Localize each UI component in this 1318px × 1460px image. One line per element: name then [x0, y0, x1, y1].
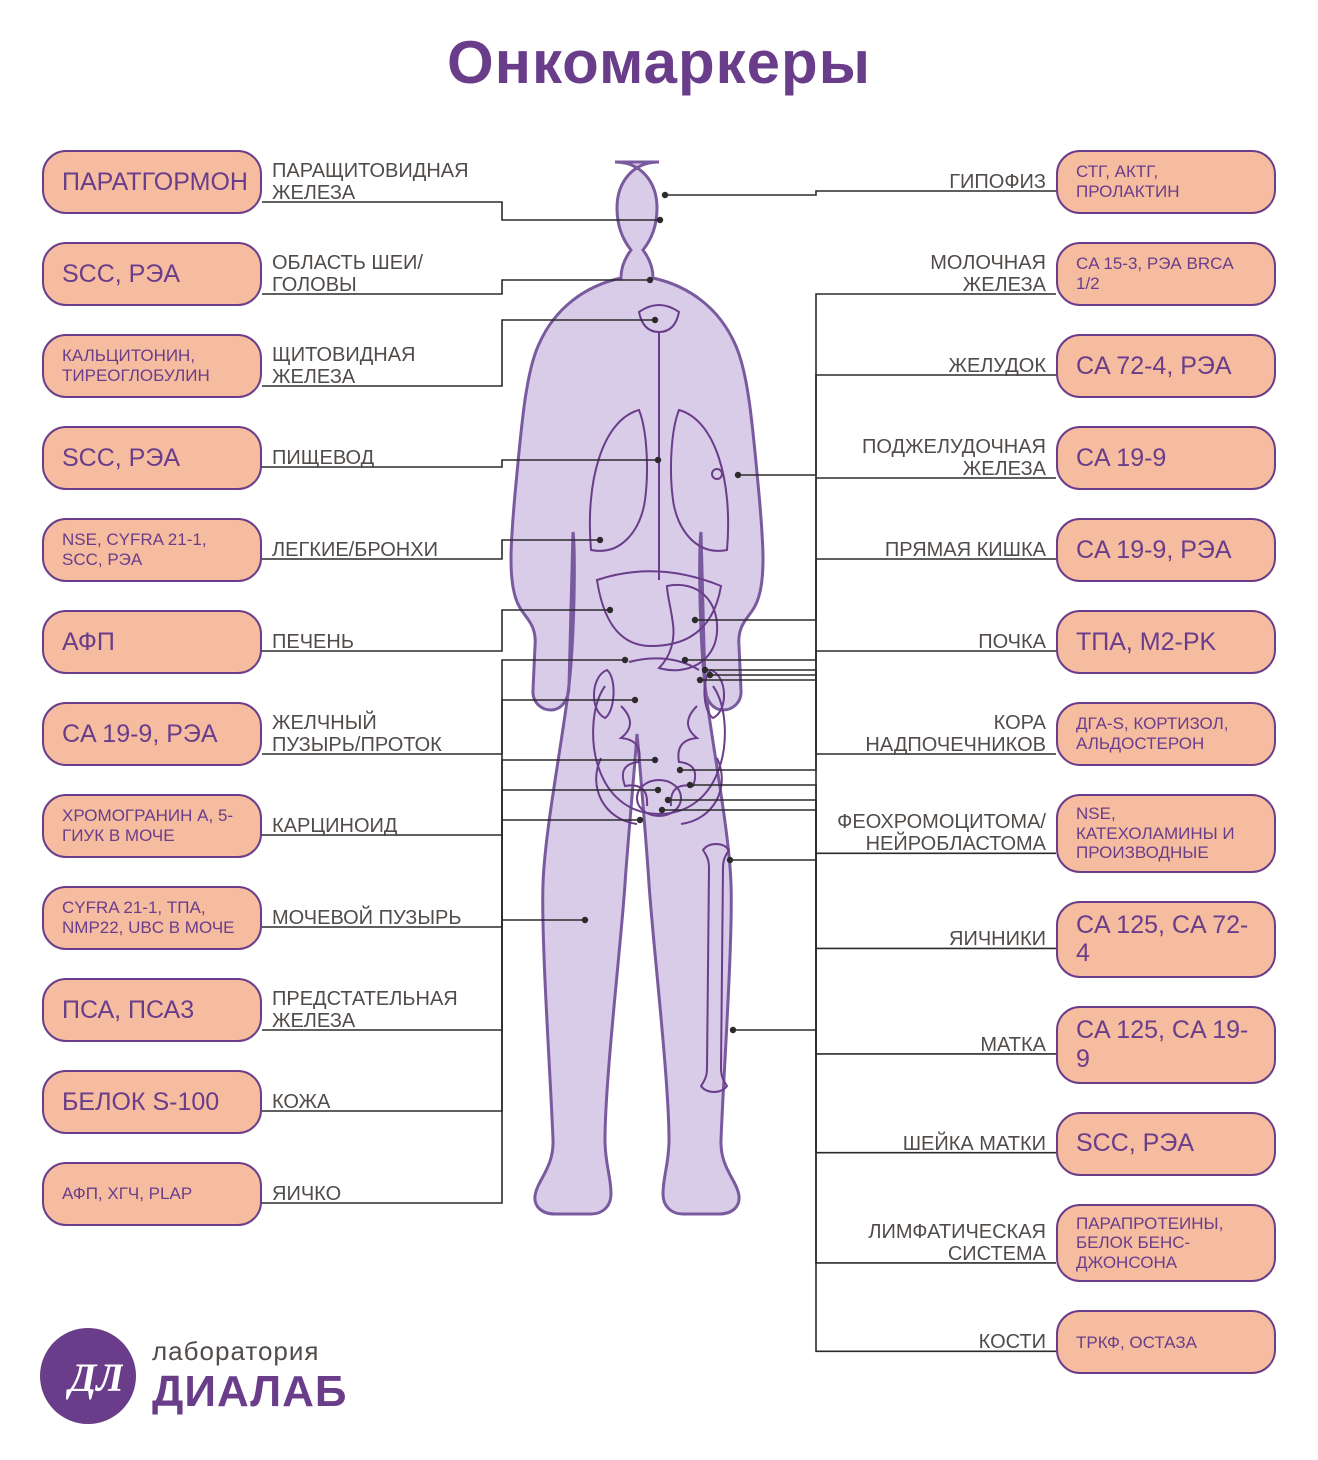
marker-pill: КАЛЬЦИТОНИН, ТИРЕОГЛОБУЛИН [42, 334, 262, 398]
left-row: ПАРАТГОРМОНПАРАЩИТОВИДНАЯ ЖЕЛЕЗА [42, 150, 472, 214]
marker-pill: SCC, РЭА [1056, 1112, 1276, 1176]
right-row: CA 125, CA 19-9МАТКА [846, 1006, 1276, 1084]
organ-label: ПЕЧЕНЬ [262, 631, 472, 653]
left-row: АФП, ХГЧ, PLAPЯИЧКО [42, 1162, 472, 1226]
organ-label: ПРЕДСТАТЕЛЬНАЯ ЖЕЛЕЗА [262, 988, 472, 1032]
organ-label: ПОЧКА [846, 631, 1056, 653]
organ-label: ШЕЙКА МАТКИ [846, 1133, 1056, 1155]
marker-pill: CA 125, CA 72-4 [1056, 901, 1276, 979]
marker-pill: CYFRA 21-1, ТПА, NMP22, UBC В МОЧЕ [42, 886, 262, 950]
svg-text:ДЛ: ДЛ [65, 1355, 123, 1400]
left-row: SCC, РЭАПИЩЕВОД [42, 426, 472, 490]
right-row: ДГА-S, КОРТИЗОЛ, АЛЬДОСТЕРОНКОРА НАДПОЧЕ… [846, 702, 1276, 766]
organ-label: ЖЕЛУДОК [846, 355, 1056, 377]
marker-pill: SCC, РЭА [42, 242, 262, 306]
marker-pill: ТРКФ, ОСТАЗА [1056, 1310, 1276, 1374]
marker-pill: БЕЛОК S-100 [42, 1070, 262, 1134]
left-row: БЕЛОК S-100КОЖА [42, 1070, 472, 1134]
marker-pill: CA 125, CA 19-9 [1056, 1006, 1276, 1084]
organ-label: ПАРАЩИТОВИДНАЯ ЖЕЛЕЗА [262, 160, 479, 204]
left-row: NSE, CYFRA 21-1, SCC, РЭАЛЕГКИЕ/БРОНХИ [42, 518, 472, 582]
marker-pill: SCC, РЭА [42, 426, 262, 490]
organ-label: ЛЕГКИЕ/БРОНХИ [262, 539, 472, 561]
organ-label: ПРЯМАЯ КИШКА [846, 539, 1056, 561]
marker-pill: CA 15-3, РЭА BRCA 1/2 [1056, 242, 1276, 306]
organ-label: МАТКА [846, 1034, 1056, 1056]
marker-pill: CA 19-9 [1056, 426, 1276, 490]
marker-pill: ПАРАТГОРМОН [42, 150, 262, 214]
organ-label: ЛИМФАТИЧЕСКАЯ СИСТЕМА [846, 1221, 1056, 1265]
right-row: CA 125, CA 72-4ЯИЧНИКИ [846, 901, 1276, 979]
marker-pill: NSE, CYFRA 21-1, SCC, РЭА [42, 518, 262, 582]
right-row: CA 19-9ПОДЖЕЛУДОЧНАЯ ЖЕЛЕЗА [846, 426, 1276, 490]
marker-pill: ХРОМОГРАНИН А, 5-ГИУК В МОЧЕ [42, 794, 262, 858]
left-row: CYFRA 21-1, ТПА, NMP22, UBC В МОЧЕМОЧЕВО… [42, 886, 472, 950]
organ-label: ЯИЧКО [262, 1183, 472, 1205]
marker-pill: ПАРАПРОТЕИНЫ, БЕЛОК БЕНС-ДЖОНСОНА [1056, 1204, 1276, 1283]
organ-label: МОЧЕВОЙ ПУЗЫРЬ [262, 907, 472, 929]
left-row: SCC, РЭАОБЛАСТЬ ШЕИ/ГОЛОВЫ [42, 242, 472, 306]
organ-label: КОЖА [262, 1091, 472, 1113]
organ-label: КАРЦИНОИД [262, 815, 472, 837]
right-row: ТРКФ, ОСТАЗАКОСТИ [846, 1310, 1276, 1374]
left-row: АФППЕЧЕНЬ [42, 610, 472, 674]
left-row: КАЛЬЦИТОНИН, ТИРЕОГЛОБУЛИНЩИТОВИДНАЯ ЖЕЛ… [42, 334, 472, 398]
marker-pill: NSE, КАТЕХОЛАМИНЫ И ПРОИЗВОДНЫЕ [1056, 794, 1276, 873]
organ-label: ПОДЖЕЛУДОЧНАЯ ЖЕЛЕЗА [846, 436, 1056, 480]
organ-label: КОСТИ [846, 1331, 1056, 1353]
left-row: ХРОМОГРАНИН А, 5-ГИУК В МОЧЕКАРЦИНОИД [42, 794, 472, 858]
marker-pill: CA 19-9, РЭА [1056, 518, 1276, 582]
right-row: ПАРАПРОТЕИНЫ, БЕЛОК БЕНС-ДЖОНСОНАЛИМФАТИ… [846, 1204, 1276, 1283]
left-row: CA 19-9, РЭАЖЕЛЧНЫЙ ПУЗЫРЬ/ПРОТОК [42, 702, 472, 766]
left-column: ПАРАТГОРМОНПАРАЩИТОВИДНАЯ ЖЕЛЕЗА SCC, РЭА… [42, 150, 472, 1226]
right-row: CA 72-4, РЭАЖЕЛУДОК [846, 334, 1276, 398]
page-title: Онкомаркеры [0, 28, 1318, 97]
organ-label: КОРА НАДПОЧЕЧНИКОВ [846, 712, 1056, 756]
marker-pill: CA 19-9, РЭА [42, 702, 262, 766]
marker-pill: CA 72-4, РЭА [1056, 334, 1276, 398]
marker-pill: СТГ, АКТГ, ПРОЛАКТИН [1056, 150, 1276, 214]
organ-label: ЯИЧНИКИ [846, 928, 1056, 950]
marker-pill: ТПА, M2-PK [1056, 610, 1276, 674]
left-row: ПСА, ПСА3ПРЕДСТАТЕЛЬНАЯ ЖЕЛЕЗА [42, 978, 472, 1042]
logo-top-line: лаборатория [152, 1336, 348, 1367]
right-row: CA 15-3, РЭА BRCA 1/2МОЛОЧНАЯ ЖЕЛЕЗА [846, 242, 1276, 306]
organ-label: ЩИТОВИДНАЯ ЖЕЛЕЗА [262, 344, 472, 388]
organ-label: ПИЩЕВОД [262, 447, 472, 469]
organ-label: ОБЛАСТЬ ШЕИ/ГОЛОВЫ [262, 252, 472, 296]
organ-label: МОЛОЧНАЯ ЖЕЛЕЗА [846, 252, 1056, 296]
right-row: CA 19-9, РЭАПРЯМАЯ КИШКА [846, 518, 1276, 582]
marker-pill: ДГА-S, КОРТИЗОЛ, АЛЬДОСТЕРОН [1056, 702, 1276, 766]
organ-label: ГИПОФИЗ [846, 171, 1056, 193]
right-column: СТГ, АКТГ, ПРОЛАКТИНГИПОФИЗ CA 15-3, РЭА … [846, 150, 1276, 1374]
right-row: СТГ, АКТГ, ПРОЛАКТИНГИПОФИЗ [846, 150, 1276, 214]
organ-label: ФЕОХРОМОЦИТОМА/ НЕЙРОБЛАСТОМА [827, 811, 1056, 855]
right-row: SCC, РЭАШЕЙКА МАТКИ [846, 1112, 1276, 1176]
human-body-figure [489, 150, 829, 1230]
marker-pill: ПСА, ПСА3 [42, 978, 262, 1042]
marker-pill: АФП, ХГЧ, PLAP [42, 1162, 262, 1226]
logo: ДЛ лаборатория ДИАЛАБ [40, 1328, 348, 1424]
organ-label: ЖЕЛЧНЫЙ ПУЗЫРЬ/ПРОТОК [262, 712, 472, 756]
logo-bottom-line: ДИАЛАБ [152, 1367, 348, 1417]
logo-icon: ДЛ [40, 1328, 136, 1424]
right-row: NSE, КАТЕХОЛАМИНЫ И ПРОИЗВОДНЫЕФЕОХРОМОЦ… [846, 794, 1276, 873]
right-row: ТПА, M2-PKПОЧКА [846, 610, 1276, 674]
marker-pill: АФП [42, 610, 262, 674]
